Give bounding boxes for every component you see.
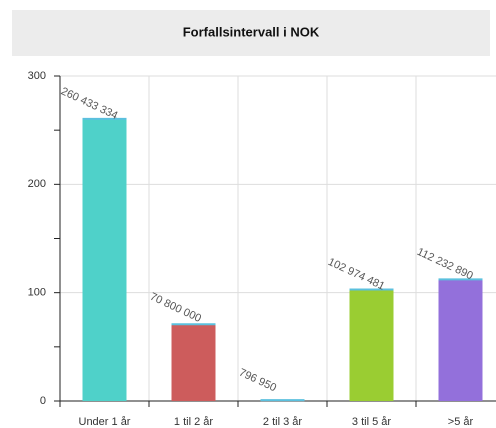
chart-title: Forfallsintervall i NOK	[183, 24, 320, 39]
y-tick-label: 100	[28, 287, 46, 299]
x-tick-label: 3 til 5 år	[352, 416, 391, 428]
bar	[438, 279, 483, 401]
x-tick-label: >5 år	[448, 416, 474, 428]
value-label: 260 433 334	[59, 85, 120, 122]
y-tick-label: 0	[40, 395, 46, 407]
value-label: 796 950	[237, 367, 278, 395]
y-tick-label: 200	[28, 178, 46, 190]
title-banner	[12, 10, 490, 56]
y-tick-label: 300	[28, 70, 46, 82]
bar	[82, 118, 127, 401]
x-tick-label: 2 til 3 år	[263, 416, 302, 428]
value-label: 102 974 481	[326, 256, 387, 293]
value-label: 70 800 000	[148, 291, 203, 325]
value-label: 112 232 890	[415, 246, 475, 282]
bar	[349, 289, 394, 401]
bar	[171, 324, 216, 401]
x-tick-label: Under 1 år	[79, 416, 131, 428]
x-tick-label: 1 til 2 år	[174, 416, 213, 428]
